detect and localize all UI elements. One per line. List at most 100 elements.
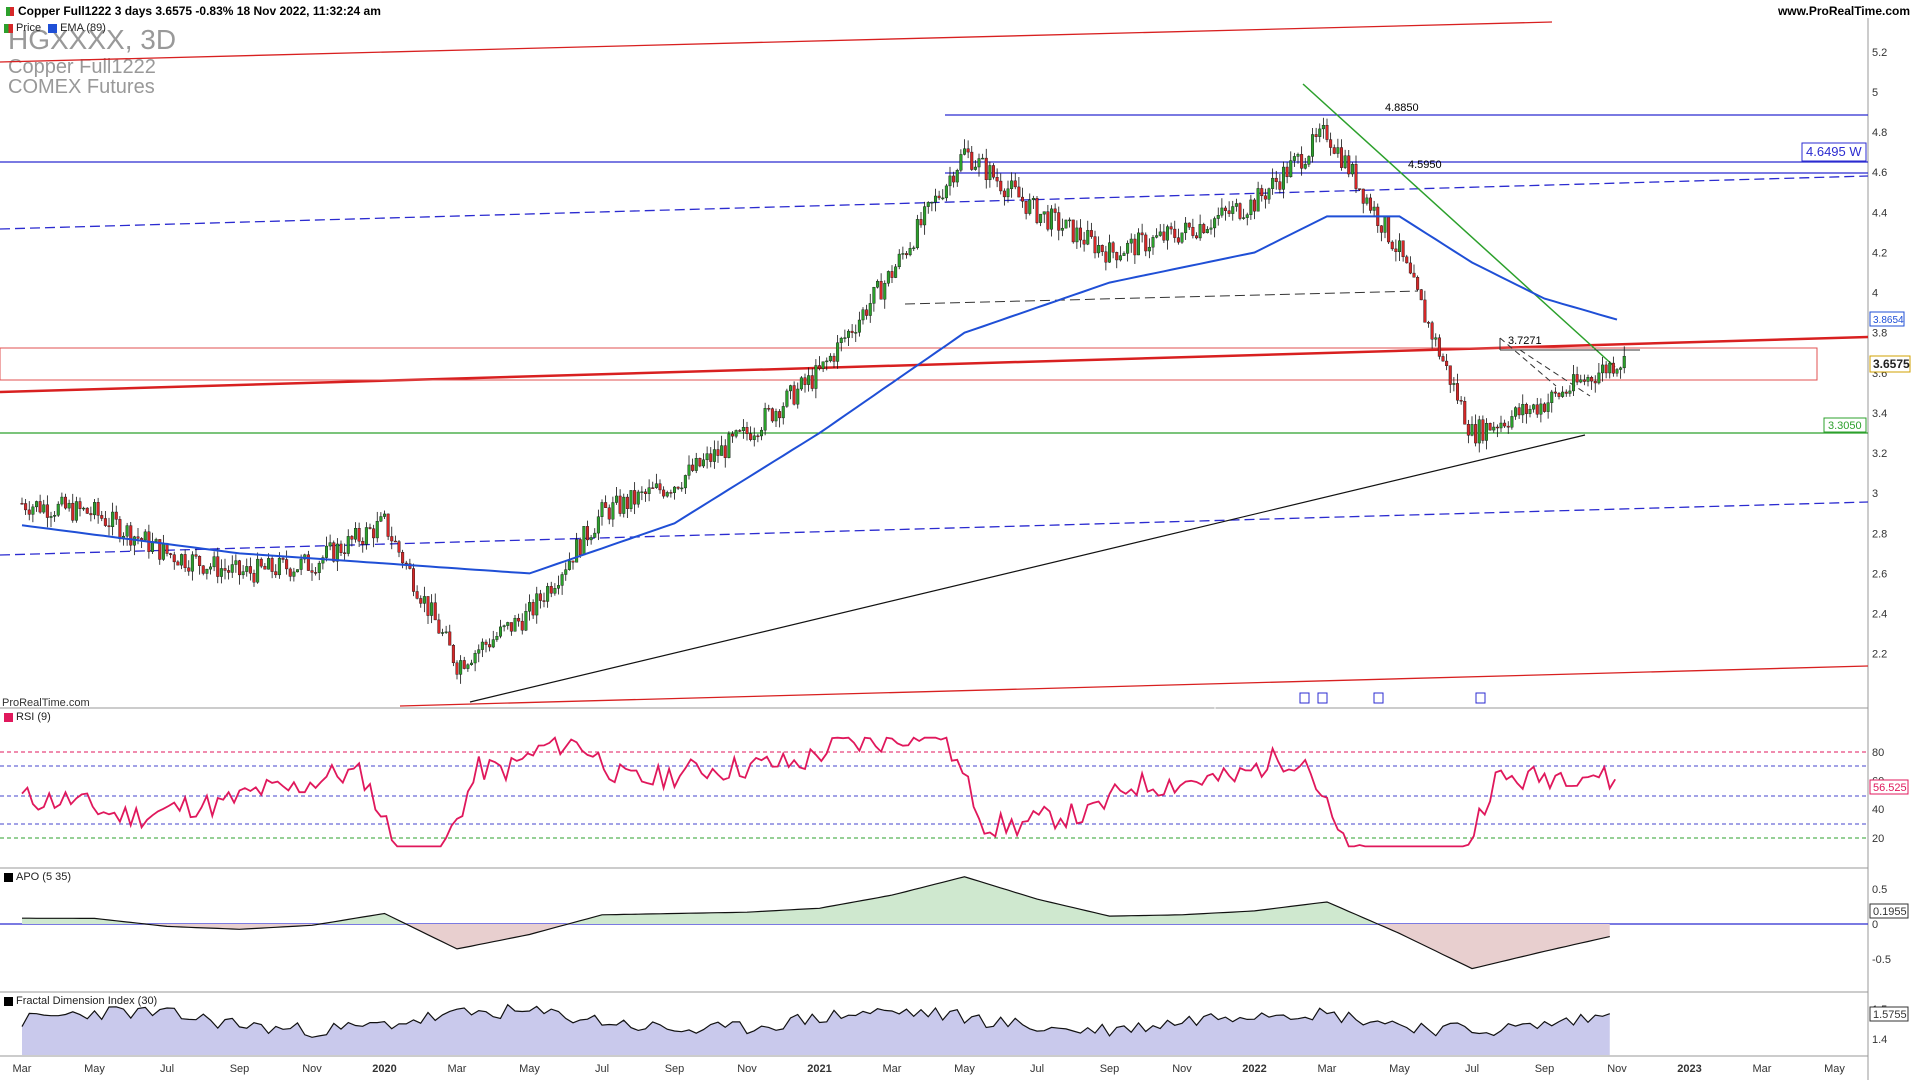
candle-down xyxy=(1024,201,1028,214)
time-tick-label: Mar xyxy=(13,1063,32,1075)
candle-down xyxy=(1394,248,1398,253)
candle-down xyxy=(832,355,836,362)
candle-down xyxy=(393,540,397,543)
candle-up xyxy=(67,502,71,509)
candle-up xyxy=(872,287,876,304)
price-axis: 5.254.84.64.44.243.83.63.43.232.82.62.42… xyxy=(1872,47,1887,661)
news-icon xyxy=(1317,692,1328,704)
candle-up xyxy=(143,531,147,541)
candle-down xyxy=(1300,154,1304,169)
candle-up xyxy=(1539,403,1543,415)
candle-down xyxy=(361,541,365,545)
candle-down xyxy=(644,491,648,494)
candle-down xyxy=(350,536,354,540)
candle-up xyxy=(444,631,448,634)
candle-up xyxy=(1571,374,1575,392)
candle-down xyxy=(372,528,376,539)
candle-down xyxy=(248,566,252,574)
candle-down xyxy=(357,528,361,542)
apo-pane xyxy=(0,876,1868,970)
candle-down xyxy=(1278,181,1282,190)
candle-up xyxy=(901,253,905,255)
candle-down xyxy=(1194,235,1198,239)
candle-up xyxy=(495,636,499,640)
candle-down xyxy=(651,487,655,489)
candle-down xyxy=(27,509,31,515)
candle-down xyxy=(1078,227,1082,241)
candle-down xyxy=(412,568,416,592)
candle-down xyxy=(1332,147,1336,154)
candle-up xyxy=(1198,224,1202,239)
candle-up xyxy=(1031,197,1035,201)
candle-down xyxy=(966,148,970,153)
candle-down xyxy=(1590,377,1594,382)
candle-up xyxy=(589,537,593,541)
candle-up xyxy=(230,564,234,573)
apo-legend[interactable]: APO (5 35) xyxy=(4,871,71,883)
candle-up xyxy=(1184,222,1188,234)
candle-down xyxy=(1017,186,1021,198)
price-tick-label: 4 xyxy=(1872,288,1878,300)
candle-down xyxy=(114,511,118,520)
price-tick-label: 3.4 xyxy=(1872,408,1887,420)
candle-up xyxy=(1470,424,1474,436)
candle-down xyxy=(669,492,673,494)
candle-down xyxy=(1459,400,1463,402)
candle-up xyxy=(56,503,60,516)
label-high1: 4.8850 xyxy=(1385,102,1419,114)
fdi-legend[interactable]: Fractal Dimension Index (30) xyxy=(4,995,157,1007)
candle-up xyxy=(1597,372,1601,384)
candle-up xyxy=(354,528,358,540)
candle-up xyxy=(944,185,948,199)
candle-up xyxy=(364,527,368,545)
candle-down xyxy=(1144,234,1148,252)
price-tick-label: 3 xyxy=(1872,488,1878,500)
candle-down xyxy=(1133,238,1137,256)
candle-up xyxy=(1303,164,1307,169)
candle-up xyxy=(1231,206,1235,214)
candle-down xyxy=(332,542,336,562)
upper-channel-line xyxy=(0,21,1553,63)
candle-up xyxy=(1434,337,1438,340)
candle-down xyxy=(1390,241,1394,250)
candle-up xyxy=(466,664,470,669)
candle-up xyxy=(506,622,510,626)
candle-down xyxy=(85,507,89,514)
legend[interactable]: Price EMA (89) xyxy=(4,22,106,34)
candle-down xyxy=(1408,262,1412,274)
candle-up xyxy=(1510,416,1514,428)
site-url[interactable]: www.ProRealTime.com xyxy=(1777,4,1910,18)
candle-up xyxy=(53,515,57,517)
candle-down xyxy=(1046,211,1050,230)
candle-up xyxy=(473,653,477,664)
candle-down xyxy=(1111,242,1115,253)
candle-down xyxy=(223,568,227,571)
time-tick-label: Nov xyxy=(302,1063,322,1075)
candle-down xyxy=(691,464,695,471)
candle-down xyxy=(905,253,909,256)
candle-up xyxy=(234,560,238,565)
event-icons[interactable] xyxy=(1299,692,1486,704)
candle-up xyxy=(673,486,677,493)
candle-up xyxy=(734,430,738,437)
candle-up xyxy=(876,280,880,288)
candle-up xyxy=(502,625,506,628)
candle-down xyxy=(1202,224,1206,234)
candle-down xyxy=(488,644,492,648)
candle-up xyxy=(752,435,756,440)
candle-up xyxy=(60,496,64,505)
candle-down xyxy=(194,554,198,557)
candle-down xyxy=(1416,277,1420,290)
rsi-legend[interactable]: RSI (9) xyxy=(4,711,51,723)
candle-up xyxy=(1049,208,1053,230)
candle-down xyxy=(633,490,637,505)
rsi-legend-icon xyxy=(4,712,13,722)
candle-down xyxy=(78,501,82,509)
candle-up xyxy=(564,569,568,575)
candle-up xyxy=(615,495,619,503)
candle-up xyxy=(1136,232,1140,256)
fdi-area xyxy=(22,1004,1610,1055)
candle-down xyxy=(1053,208,1057,213)
candle-down xyxy=(1093,236,1097,254)
